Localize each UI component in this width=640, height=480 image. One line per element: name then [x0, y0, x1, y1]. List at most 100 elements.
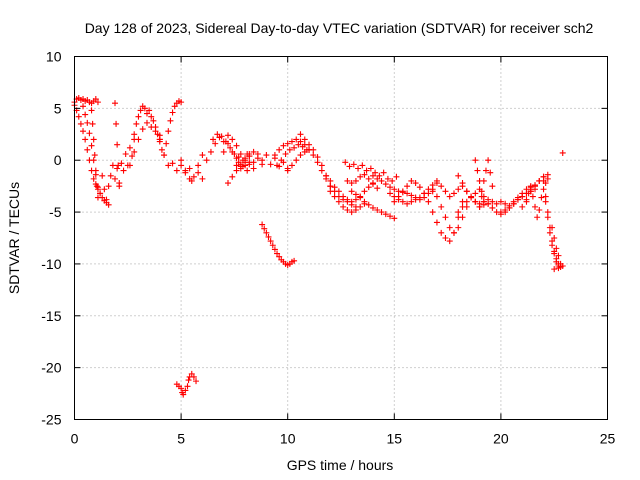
data-point — [438, 229, 445, 236]
data-point — [378, 209, 385, 216]
data-point — [178, 162, 185, 169]
data-point — [126, 144, 133, 151]
data-point — [425, 186, 432, 193]
data-point — [229, 148, 236, 155]
data-point — [173, 167, 180, 174]
data-point — [259, 157, 266, 164]
data-point — [348, 209, 355, 216]
data-point — [314, 159, 321, 166]
data-point — [133, 120, 140, 127]
y-tick-label: -25 — [41, 412, 61, 428]
data-point — [314, 154, 321, 161]
data-point — [90, 175, 97, 182]
data-point — [527, 188, 534, 195]
data-point — [529, 193, 536, 200]
data-point — [497, 209, 504, 216]
data-point — [82, 111, 89, 118]
data-point — [250, 165, 257, 172]
data-point — [472, 198, 479, 205]
data-point — [425, 198, 432, 205]
data-point — [555, 265, 562, 272]
data-point — [92, 96, 99, 103]
data-point — [391, 215, 398, 222]
data-point — [274, 250, 281, 257]
data-point — [237, 161, 244, 168]
data-point — [169, 160, 176, 167]
data-point — [306, 141, 313, 148]
plot-frame — [74, 56, 608, 420]
x-tick-labels: 0 5 10 15 20 25 — [71, 431, 616, 447]
data-point — [382, 181, 389, 188]
data-point — [263, 229, 270, 236]
data-point — [323, 172, 330, 179]
data-point — [190, 173, 197, 180]
data-point — [293, 136, 300, 143]
y-tick-label: 10 — [46, 49, 62, 65]
data-point — [229, 136, 236, 143]
data-point — [139, 126, 146, 133]
data-point — [99, 172, 106, 179]
data-point — [335, 198, 342, 205]
data-point — [476, 203, 483, 210]
data-point — [271, 152, 278, 159]
data-point — [365, 175, 372, 182]
data-point — [482, 167, 489, 174]
data-point — [105, 201, 112, 208]
data-point — [265, 233, 272, 240]
data-point — [295, 141, 302, 148]
data-point — [455, 209, 462, 216]
data-point — [546, 229, 553, 236]
grid — [74, 56, 608, 420]
data-point — [218, 133, 225, 140]
data-point — [288, 162, 295, 169]
data-point — [387, 190, 394, 197]
data-point — [310, 152, 317, 159]
data-point — [429, 209, 436, 216]
data-point — [165, 162, 172, 169]
data-point — [348, 180, 355, 187]
data-point — [393, 173, 400, 180]
data-point — [227, 144, 234, 151]
data-point — [131, 131, 138, 138]
data-point — [94, 99, 101, 106]
data-point — [80, 128, 87, 135]
data-point — [506, 204, 513, 211]
data-point — [340, 203, 347, 210]
data-point — [188, 177, 195, 184]
data-point — [421, 190, 428, 197]
data-point — [551, 266, 558, 273]
data-point — [450, 190, 457, 197]
data-point — [233, 162, 240, 169]
data-point — [182, 167, 189, 174]
data-point — [399, 198, 406, 205]
data-point — [169, 109, 176, 116]
data-point — [161, 152, 168, 159]
y-tick-label: -5 — [49, 204, 62, 220]
data-point — [391, 198, 398, 205]
data-point — [114, 165, 121, 172]
data-point — [404, 190, 411, 197]
data-point — [408, 177, 415, 184]
data-point — [131, 148, 138, 155]
data-point — [472, 157, 479, 164]
y-tick-label: -20 — [41, 360, 61, 376]
data-point — [259, 221, 266, 228]
data-point — [242, 162, 249, 169]
data-point — [84, 146, 91, 153]
data-point — [75, 113, 82, 120]
y-tick-label: 5 — [54, 100, 62, 116]
data-point — [190, 373, 197, 380]
data-point — [369, 172, 376, 179]
data-point — [254, 150, 261, 157]
data-point — [374, 185, 381, 192]
data-point — [297, 131, 304, 138]
data-point — [274, 162, 281, 169]
data-point — [261, 225, 268, 232]
data-point — [109, 162, 116, 169]
data-point — [559, 263, 566, 270]
data-point — [542, 198, 549, 205]
data-point — [237, 150, 244, 157]
data-point — [446, 193, 453, 200]
data-point — [551, 250, 558, 257]
data-point — [276, 253, 283, 260]
